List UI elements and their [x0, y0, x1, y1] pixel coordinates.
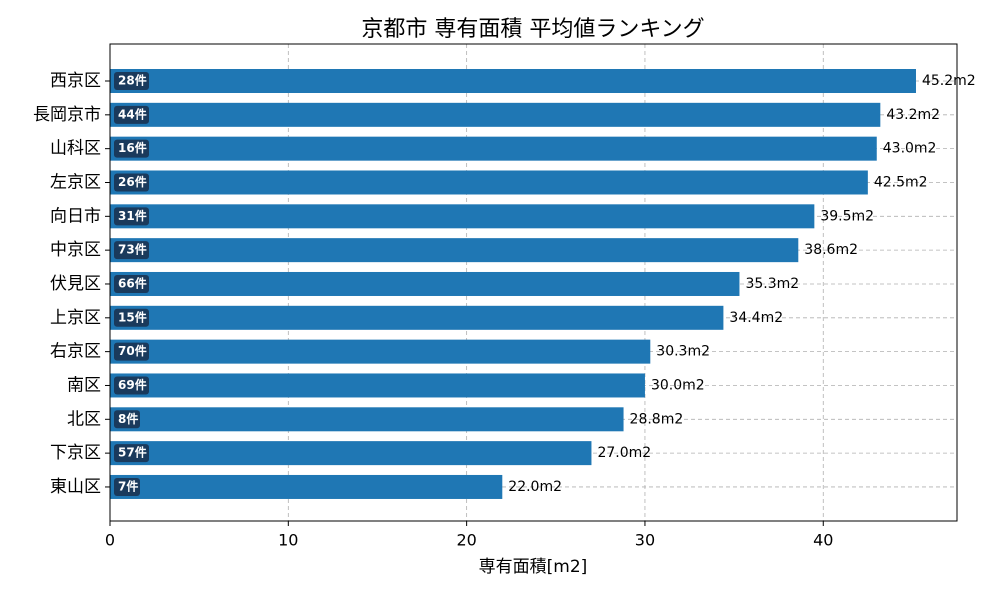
count-label: 69件 [118, 377, 147, 392]
count-label: 7件 [118, 478, 138, 493]
value-label: 43.2m2 [886, 107, 940, 123]
count-label: 66件 [118, 275, 147, 290]
value-label: 28.8m2 [630, 411, 684, 427]
bar [110, 238, 799, 263]
x-tick-label: 20 [456, 531, 476, 550]
bar [110, 271, 740, 296]
bar [110, 136, 877, 161]
bar [110, 170, 868, 195]
value-label: 27.0m2 [597, 445, 651, 461]
bar [110, 474, 503, 499]
y-tick-label: 山科区 [50, 139, 101, 159]
value-label: 38.6m2 [804, 242, 858, 258]
count-badge [114, 308, 149, 327]
count-label: 57件 [118, 445, 147, 460]
count-badge [114, 105, 149, 124]
y-tick-label: 向日市 [50, 206, 101, 226]
count-badge [114, 376, 149, 395]
plot-frame [109, 43, 958, 522]
y-tick-label: 北区 [67, 409, 101, 429]
y-tick-label: 東山区 [50, 477, 101, 497]
value-label: 43.0m2 [883, 141, 937, 157]
value-label: 30.3m2 [656, 344, 710, 360]
count-badge [114, 241, 149, 260]
count-label: 44件 [118, 106, 147, 121]
value-label: 34.4m2 [729, 310, 783, 326]
count-badge [114, 410, 140, 429]
bar [110, 407, 624, 432]
bar [110, 69, 916, 93]
count-badge [114, 207, 149, 226]
value-label: 39.5m2 [820, 208, 874, 224]
count-badge [114, 72, 149, 90]
count-label: 8件 [118, 411, 138, 426]
y-tick-label: 長岡京市 [33, 105, 101, 125]
count-label: 73件 [118, 242, 147, 257]
count-label: 28件 [118, 73, 147, 88]
y-tick-label: 上京区 [50, 308, 101, 328]
value-label: 42.5m2 [874, 174, 928, 190]
x-tick-label: 10 [278, 531, 298, 550]
chart-title: 京都市 専有面積 平均値ランキング [361, 17, 704, 42]
x-tick-label: 40 [813, 531, 833, 550]
y-tick-label: 西京区 [50, 71, 101, 91]
y-tick-label: 右京区 [50, 342, 101, 362]
count-badge [114, 342, 149, 361]
y-tick-label: 下京区 [50, 443, 101, 463]
y-tick-label: 中京区 [50, 240, 101, 260]
count-badge [114, 274, 149, 293]
count-label: 16件 [118, 140, 147, 155]
y-tick-label: 南区 [67, 375, 101, 395]
bar [110, 339, 651, 364]
bar [110, 305, 724, 330]
bar [110, 373, 645, 398]
x-tick-label: 30 [635, 531, 655, 550]
value-label: 45.2m2 [922, 73, 976, 89]
count-badge [114, 173, 149, 192]
count-label: 31件 [118, 208, 147, 223]
count-badge [114, 477, 140, 496]
y-tick-label: 左京区 [50, 172, 101, 192]
bar [110, 441, 592, 466]
value-label: 35.3m2 [745, 276, 799, 292]
count-label: 15件 [118, 309, 147, 324]
count-label: 26件 [118, 174, 147, 189]
bar [110, 102, 881, 127]
count-badge [114, 139, 149, 158]
bar [110, 204, 815, 229]
x-axis-label: 専有面積[m2] [479, 557, 588, 577]
y-tick-label: 伏見区 [50, 274, 101, 294]
count-label: 70件 [118, 343, 147, 358]
count-badge [114, 444, 149, 463]
value-label: 30.0m2 [651, 377, 705, 393]
value-label: 22.0m2 [508, 479, 562, 495]
x-tick-label: 0 [105, 531, 115, 550]
